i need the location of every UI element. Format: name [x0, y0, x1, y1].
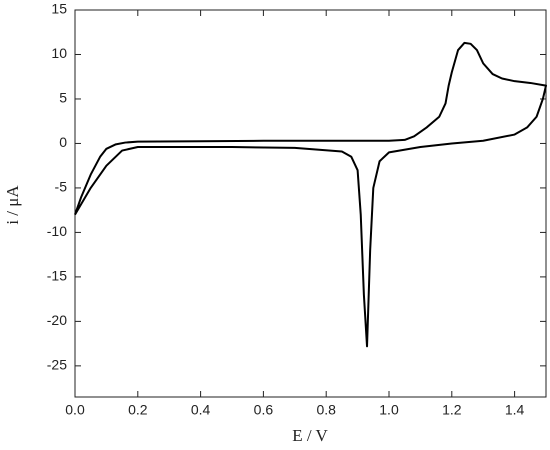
- y-tick-label: 0: [59, 134, 67, 150]
- y-tick-label: 10: [51, 45, 67, 61]
- x-tick-label: 1.0: [379, 402, 399, 418]
- x-tick-label: 1.4: [505, 402, 525, 418]
- plot-frame: [74, 9, 547, 398]
- x-tick-label: 0.6: [254, 402, 274, 418]
- x-tick-label: 0.8: [316, 402, 336, 418]
- y-tick-label: -15: [47, 268, 67, 284]
- y-tick-label: -10: [47, 223, 67, 239]
- y-tick-label: -20: [47, 312, 67, 328]
- x-tick-label: 0.0: [65, 402, 85, 418]
- y-tick-label: 5: [59, 90, 67, 106]
- cv-curve: [74, 41, 547, 348]
- y-tick-label: 15: [51, 1, 67, 17]
- x-tick-label: 0.2: [128, 402, 148, 418]
- y-tick-label: -5: [55, 179, 68, 195]
- y-tick-label: -25: [47, 357, 67, 373]
- x-tick-label: 1.2: [442, 402, 462, 418]
- x-tick-label: 0.4: [191, 402, 211, 418]
- y-axis-title: i / μA: [3, 185, 22, 225]
- x-axis-title: E / V: [292, 426, 328, 445]
